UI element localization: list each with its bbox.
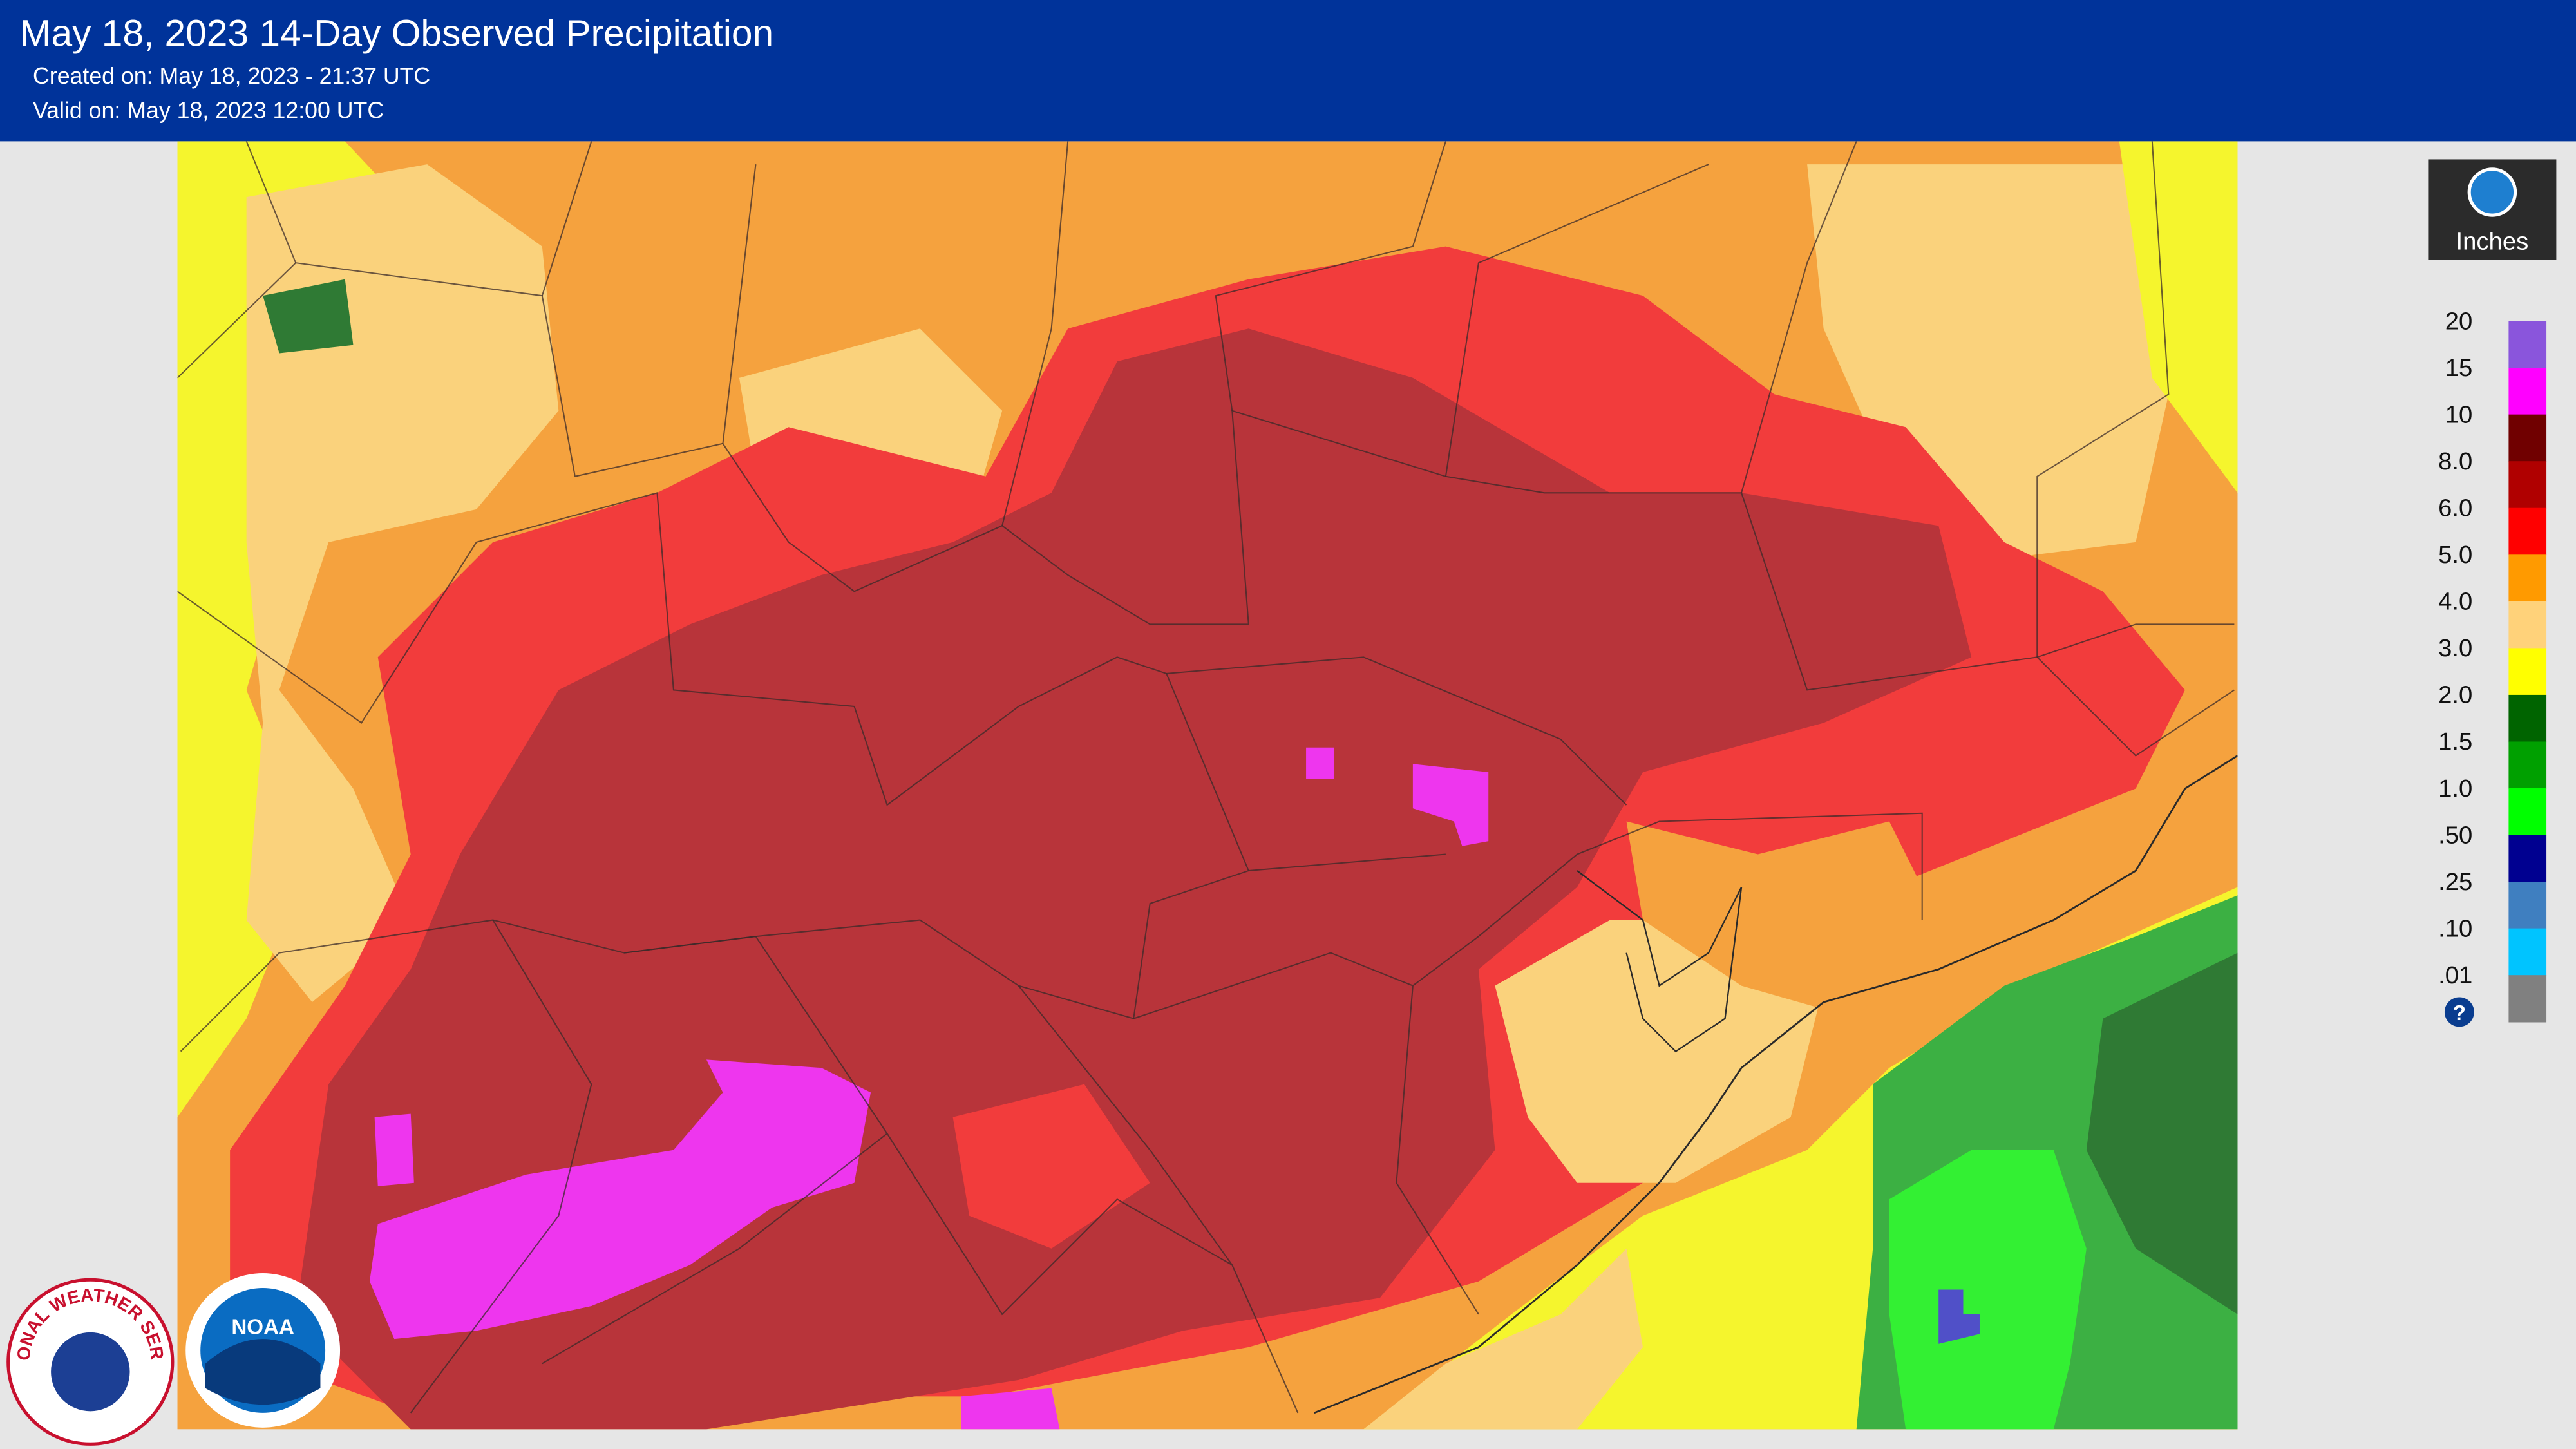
magenta-area <box>961 1388 1060 1430</box>
header-bar <box>0 0 2576 142</box>
legend-label: 1.5 <box>2438 728 2472 755</box>
legend-label: 20 <box>2445 307 2473 335</box>
legend-swatch <box>2508 928 2547 976</box>
magenta-area <box>369 1059 871 1340</box>
noaa-wave <box>205 1339 321 1405</box>
legend-swatch <box>2508 741 2547 789</box>
legend-label: 4.0 <box>2438 588 2472 616</box>
bay-outline <box>1577 870 1743 1053</box>
legend-label: 1.0 <box>2438 775 2472 802</box>
light-area <box>246 164 559 1003</box>
orange-area <box>1626 821 1939 1019</box>
legend-label: 3.0 <box>2438 634 2472 662</box>
dark-green-area <box>263 279 354 354</box>
boundary-line <box>245 141 1857 526</box>
legend-label: 5.0 <box>2438 541 2472 569</box>
legend-label: 10 <box>2445 401 2473 428</box>
valid-time: Valid on: May 18, 2023 12:00 UTC <box>33 98 384 124</box>
precipitation-map <box>177 141 2238 1430</box>
legend-label: 2.0 <box>2438 681 2472 709</box>
boundary-line <box>180 812 1923 1414</box>
map-title: May 18, 2023 14-Day Observed Precipitati… <box>20 12 774 54</box>
yellow-area <box>2119 141 2238 493</box>
legend-label: .50 <box>2438 821 2472 849</box>
legend-label: .25 <box>2438 868 2472 896</box>
legend-label: 15 <box>2445 354 2473 382</box>
help-button[interactable] <box>2444 997 2474 1027</box>
legend-swatch <box>2508 882 2547 929</box>
magenta-area <box>1412 764 1489 846</box>
legend-swatch <box>2508 321 2547 368</box>
legend-swatch <box>2508 975 2547 1023</box>
magenta-area <box>1306 747 1334 779</box>
dark-green-area <box>2086 952 2238 1314</box>
blue-area <box>1938 1289 1980 1344</box>
magenta-area <box>374 1113 414 1186</box>
legend-swatch <box>2508 648 2547 696</box>
bright-green-area <box>1889 1150 2087 1430</box>
legend-swatch <box>2508 507 2547 556</box>
coastline <box>1314 755 2238 1414</box>
legend-swatch <box>2508 554 2547 602</box>
legend-label: .01 <box>2438 961 2472 989</box>
legend-label: 8.0 <box>2438 448 2472 475</box>
legend-label: .10 <box>2438 914 2472 942</box>
help-icon[interactable]: ? <box>2453 1001 2466 1025</box>
boundary-line <box>177 262 2235 691</box>
legend-swatch <box>2508 274 2547 322</box>
boundary-line <box>1166 141 2235 872</box>
legend-swatch <box>2508 601 2547 649</box>
legend-swatch <box>2508 694 2547 743</box>
noaa-logo: NOAA <box>185 1273 341 1428</box>
legend-swatch <box>2508 414 2547 462</box>
yellow-area <box>177 141 444 1117</box>
nws-cloud <box>51 1332 130 1412</box>
legend: Inches ? 20 15 10 8.0 6.0 5.0 4.0 3.0 2.0 1.5 1.0.… <box>2428 159 2557 1027</box>
legend-unit: Inches <box>2456 228 2529 256</box>
legend-swatch <box>2508 461 2547 509</box>
legend-label: 6.0 <box>2438 494 2472 522</box>
noaa-text: NOAA <box>231 1315 294 1339</box>
legend-swatch <box>2508 788 2547 836</box>
legend-swatch <box>2508 368 2547 415</box>
red-area <box>952 1084 1150 1249</box>
legend-swatch <box>2508 835 2547 882</box>
noaa-icon <box>2467 167 2517 217</box>
created-time: Created on: May 18, 2023 - 21:37 UTC <box>33 63 430 89</box>
